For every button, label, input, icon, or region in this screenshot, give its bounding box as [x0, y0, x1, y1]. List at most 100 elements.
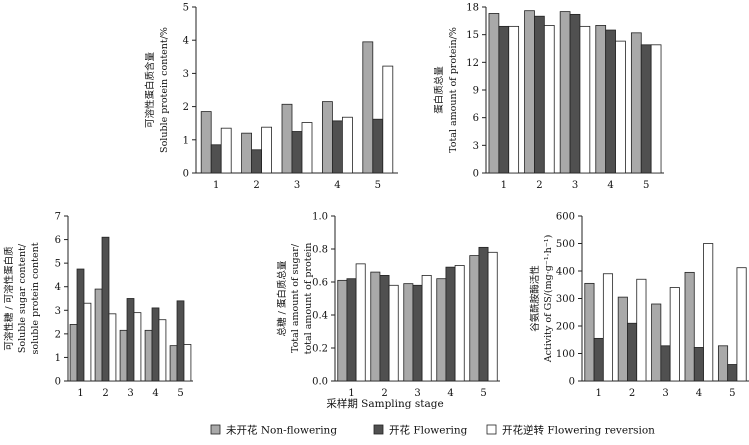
bar: [636, 278, 647, 382]
y-tick-label: 1: [55, 353, 61, 364]
y-axis-label: 可溶性蛋白质含量: [144, 52, 156, 129]
y-tick-label: 0: [55, 377, 61, 388]
bar: [650, 44, 662, 174]
bar: [717, 345, 729, 382]
y-tick-label: 9: [473, 86, 479, 97]
bar: [183, 344, 192, 382]
legend: 未开花 Non-flowering 开花 Flowering 开花逆转 Flower…: [210, 424, 655, 437]
y-tick-label: 0.0: [312, 377, 328, 388]
bar: [543, 25, 555, 174]
y-tick-label: 12: [466, 58, 479, 69]
y-tick-label: 6: [473, 113, 479, 124]
bar: [508, 25, 520, 174]
y-tick-label: 300: [556, 294, 575, 305]
bar: [736, 267, 747, 382]
bar: [445, 266, 456, 382]
y-tick-label: 18: [466, 3, 479, 14]
x-tick-label: 2: [253, 180, 259, 191]
bar: [379, 274, 390, 382]
bar: [341, 116, 353, 174]
bar: [94, 288, 103, 382]
x-tick-label: 3: [414, 388, 420, 399]
bar: [703, 243, 714, 382]
y-tick-label: 5: [183, 3, 189, 14]
x-tick-label: 5: [375, 180, 381, 191]
x-tick-label: 2: [629, 388, 635, 399]
y-tick-label: 2: [55, 329, 61, 340]
bar: [220, 127, 232, 174]
bar: [412, 284, 423, 382]
y-tick-label: 600: [556, 212, 575, 223]
chart-panel-bottom-center: 0.0 0.2 0.4 0.6 0.8 1.0 1 2 3 4 5 总糖 / 蛋白质总量 Total a…: [276, 212, 500, 399]
x-tick-label: 5: [643, 180, 649, 191]
legend-swatch: [373, 424, 384, 435]
y-tick-label: 400: [556, 267, 575, 278]
bar: [301, 122, 313, 174]
bar: [469, 255, 480, 382]
y-tick-label: 3: [55, 306, 61, 317]
bar: [388, 284, 399, 382]
bar: [593, 337, 604, 382]
bar: [370, 271, 381, 382]
chart-panel-bottom-left: 0 1 2 3 4 5 6 7 1 2 3 4 5 可溶性糖 / 可溶性蛋白质 Soluble sugar …: [3, 212, 193, 399]
x-tick-label: 3: [662, 388, 668, 399]
bar: [727, 364, 738, 382]
x-tick-label: 1: [213, 180, 219, 191]
y-axis-label: Soluble protein content/%: [159, 27, 170, 153]
bar: [108, 313, 117, 382]
x-tick-label: 2: [102, 388, 108, 399]
x-tick-label: 3: [127, 388, 133, 399]
bar: [362, 41, 374, 174]
bar: [498, 25, 510, 174]
bar: [331, 120, 343, 174]
legend-swatch: [210, 424, 221, 435]
y-axis-label: 总糖 / 蛋白质总量: [276, 260, 288, 336]
bar: [151, 307, 160, 382]
x-tick-label: 4: [152, 388, 158, 399]
bar: [660, 345, 671, 382]
y-axis-label: 谷氨酰胺酶活性: [529, 265, 541, 332]
chart-panel-bottom-right: 0 100 200 300 400 500 600 1 2 3 4 5 谷氨酰胺酶活性 Activity …: [529, 212, 749, 399]
y-axis-label: soluble protein content: [30, 242, 41, 354]
x-tick-label: 4: [607, 180, 613, 191]
y-tick-label: 7: [55, 212, 61, 223]
bar: [534, 15, 545, 174]
x-tick-label: 4: [447, 388, 453, 399]
y-tick-label: 4: [183, 36, 189, 47]
bar: [605, 29, 616, 174]
x-tick-label: 1: [77, 388, 83, 399]
y-axis-label: total amount of protein: [303, 243, 314, 355]
x-tick-label: 2: [536, 180, 542, 191]
bar: [684, 271, 695, 382]
bar: [651, 303, 662, 382]
y-tick-label: 3: [183, 69, 189, 80]
bar: [487, 251, 498, 382]
bar: [595, 25, 607, 174]
y-tick-label: 0: [183, 169, 189, 180]
bar: [569, 13, 581, 174]
bar: [346, 278, 357, 382]
bar: [524, 10, 535, 174]
bar: [158, 319, 167, 382]
y-tick-label: 0.8: [312, 245, 328, 256]
y-axis-label: 可溶性糖 / 可溶性蛋白质: [3, 246, 15, 351]
bar: [579, 25, 591, 174]
x-tick-label: 3: [572, 180, 578, 191]
y-tick-label: 200: [556, 322, 575, 333]
bar: [403, 283, 414, 382]
bar: [101, 236, 110, 382]
y-tick-label: 4: [55, 282, 61, 293]
bar: [602, 273, 614, 382]
y-tick-label: 3: [473, 141, 479, 152]
bar: [478, 246, 489, 382]
bar: [251, 149, 263, 174]
x-tick-label: 2: [381, 388, 387, 399]
x-tick-label: 1: [348, 388, 354, 399]
legend-label: 未开花 Non-flowering: [226, 424, 337, 437]
bar: [126, 298, 135, 382]
bar: [133, 312, 142, 382]
y-tick-label: 5: [55, 259, 61, 270]
y-axis-label: Total amount of protein/%: [448, 27, 459, 153]
chart-panel-top-left: 0 1 2 3 4 5 1 2 3 4 5 可溶性蛋白质含量 Soluble protein conte…: [144, 3, 398, 191]
